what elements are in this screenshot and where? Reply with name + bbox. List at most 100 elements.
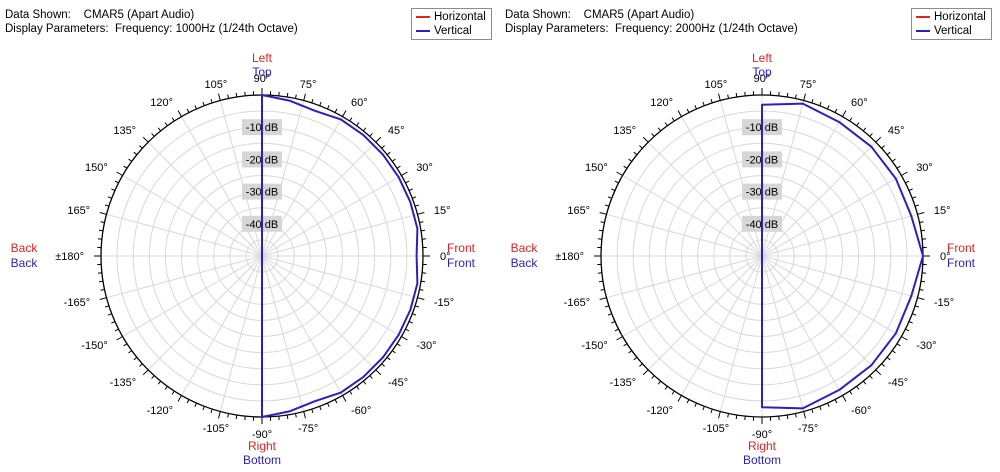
angle-label: 0° [440, 251, 451, 263]
degree-tick [819, 406, 822, 411]
degree-tick [98, 280, 104, 283]
degree-tick [99, 297, 107, 300]
angle-label: -15° [434, 297, 454, 309]
polar-panel-2000hz: Data Shown: CMAR5 (Apart Audio) Display … [500, 0, 1000, 472]
grid-spoke [261, 175, 402, 257]
degree-tick [664, 122, 668, 126]
degree-tick [657, 380, 662, 385]
angle-label: 60° [351, 97, 368, 109]
degree-tick [349, 390, 353, 395]
polar-chart: 0° 15° 30° 45° 60° 75° 90° 105° 120° 135° 150° 165°… [511, 51, 976, 467]
degree-tick [171, 390, 175, 395]
grid-spoke [761, 141, 877, 257]
grid-spoke [606, 213, 763, 257]
degree-tick [718, 93, 721, 101]
degree-tick [694, 105, 697, 110]
angle-label: 105° [705, 79, 728, 91]
grid-spoke [106, 255, 263, 299]
degree-tick [171, 117, 175, 122]
grid-spoke [261, 255, 343, 396]
angle-label: 105° [205, 79, 228, 91]
degree-tick [408, 188, 413, 191]
degree-tick [611, 188, 616, 191]
direction-label-right: Right [248, 439, 277, 453]
degree-tick [827, 105, 830, 110]
degree-tick [123, 165, 128, 169]
legend-item-vertical[interactable]: Vertical [416, 24, 472, 38]
legend-label-horizontal: Horizontal [934, 11, 986, 23]
degree-tick [420, 229, 426, 232]
degree-tick [157, 127, 162, 132]
degree-tick [417, 212, 425, 215]
degree-tick [286, 414, 289, 420]
degree-tick [614, 328, 619, 332]
direction-label-left: Left [252, 51, 273, 65]
legend-item-horizontal[interactable]: Horizontal [916, 10, 986, 24]
angle-label: 75° [300, 79, 317, 91]
panel-header: Data Shown: CMAR5 (Apart Audio) Display … [505, 8, 798, 36]
degree-tick [386, 151, 391, 156]
legend-item-vertical[interactable]: Vertical [916, 24, 972, 38]
series-vertical-line [261, 94, 419, 418]
degree-tick [849, 117, 853, 122]
direction-label-back-v: Back [11, 256, 39, 270]
angle-label: -60° [351, 405, 371, 417]
grid-spoke [261, 213, 418, 257]
degree-tick [396, 343, 401, 347]
degree-tick [408, 321, 413, 324]
vertical-swatch-icon [416, 30, 430, 32]
angle-label: -105° [203, 423, 229, 435]
degree-tick [607, 196, 612, 199]
degree-tick [235, 92, 238, 98]
degree-tick [369, 375, 373, 379]
degree-tick [901, 336, 908, 341]
degree-tick [218, 93, 221, 101]
degree-tick [139, 363, 143, 367]
degree-tick [128, 158, 132, 162]
angle-label: -30° [416, 340, 436, 352]
grid-spoke [761, 175, 902, 257]
degree-tick [856, 122, 860, 126]
degree-tick [604, 305, 610, 308]
degree-tick [657, 127, 662, 132]
degree-tick [401, 336, 408, 341]
grid-spoke [647, 141, 763, 257]
degree-tick [295, 413, 297, 418]
direction-label-right: Right [748, 439, 777, 453]
grid-spoke [122, 255, 263, 337]
grid-spoke [181, 116, 263, 257]
degree-tick [686, 399, 690, 404]
angle-label: 120° [150, 97, 173, 109]
degree-tick [133, 151, 138, 156]
degree-tick [391, 158, 396, 162]
degree-tick [151, 133, 155, 137]
direction-label-top: Top [252, 65, 272, 79]
degree-tick [342, 395, 347, 402]
degree-tick [912, 313, 917, 316]
grid-spoke [261, 255, 305, 412]
direction-label-front-h: Front [447, 241, 476, 255]
degree-tick [735, 92, 738, 98]
degree-tick [362, 380, 367, 385]
grid-spoke [719, 255, 763, 412]
horizontal-swatch-icon [916, 16, 930, 18]
angle-label: -90° [252, 429, 272, 441]
degree-tick [414, 204, 420, 207]
angle-label: 30° [416, 162, 433, 174]
degree-tick [186, 108, 190, 113]
degree-tick [599, 212, 607, 215]
legend-item-horizontal[interactable]: Horizontal [416, 10, 486, 24]
degree-tick [177, 395, 182, 402]
degree-tick [286, 92, 289, 98]
display-params-label: Display Parameters: [5, 23, 109, 35]
degree-tick [639, 145, 643, 149]
degree-tick [671, 117, 675, 122]
angle-label: -120° [647, 405, 673, 417]
degree-tick [311, 408, 314, 414]
degree-tick [869, 375, 873, 379]
degree-tick [151, 375, 155, 379]
degree-tick [319, 406, 322, 411]
display-params-value: Frequency: 1000Hz (1/24th Octave) [114, 23, 298, 35]
angle-label: -90° [752, 429, 772, 441]
degree-tick [100, 221, 105, 223]
